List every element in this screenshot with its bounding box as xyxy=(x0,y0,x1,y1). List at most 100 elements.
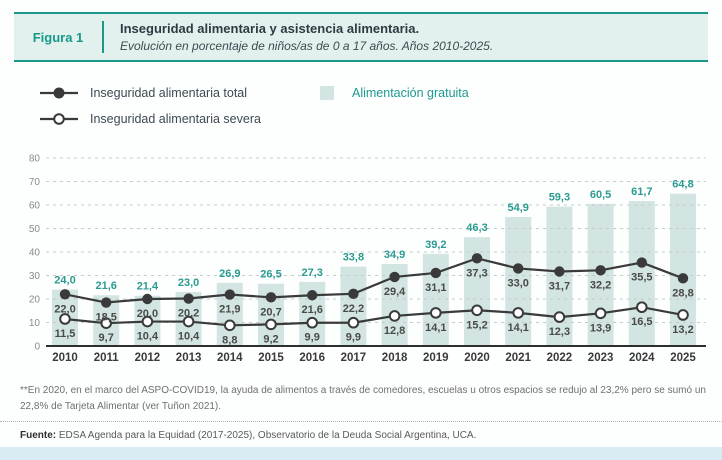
y-tick-label: 10 xyxy=(29,318,41,329)
line-value-label: 20,0 xyxy=(137,308,158,320)
legend-label-severe: Inseguridad alimentaria severa xyxy=(90,112,261,126)
bar-value-label: 26,5 xyxy=(260,269,281,281)
bar-value-label: 60,5 xyxy=(590,189,611,201)
line-value-label: 18,5 xyxy=(95,312,116,324)
legend-item-bars: Alimentación gratuita xyxy=(320,80,469,106)
line-value-label: 11,5 xyxy=(55,328,76,340)
figure-title: Inseguridad alimentaria y asistencia ali… xyxy=(120,21,420,36)
y-tick-label: 30 xyxy=(29,271,41,282)
bar-value-label: 39,2 xyxy=(425,239,446,251)
bar-value-label: 23,0 xyxy=(178,277,199,289)
line-total xyxy=(64,257,684,304)
figure-subtitle: Evolución en porcentaje de niños/as de 0… xyxy=(120,39,494,53)
line-value-label: 10,4 xyxy=(137,331,159,343)
marker-filled xyxy=(554,266,565,277)
marker-open xyxy=(471,304,483,317)
line-value-label: 9,2 xyxy=(263,333,278,345)
source-label: Fuente: xyxy=(20,430,57,441)
line-value-label: 12,3 xyxy=(549,326,570,338)
x-tick-label: 2015 xyxy=(258,352,284,364)
marker-open xyxy=(677,309,689,321)
line-value-label: 16,5 xyxy=(631,316,652,328)
y-tick-label: 20 xyxy=(29,295,41,306)
x-tick-label: 2023 xyxy=(588,352,614,364)
line-value-label: 35,5 xyxy=(631,272,652,284)
legend-item-total: Inseguridad alimentaria total xyxy=(40,80,261,106)
bar-value-label: 46,3 xyxy=(466,222,487,234)
y-tick-label: 50 xyxy=(29,224,41,235)
marker-open xyxy=(141,315,154,328)
line-value-label: 13,9 xyxy=(590,322,611,334)
marker-open xyxy=(594,307,607,320)
filled-circle-line-icon xyxy=(40,86,78,100)
x-tick-label: 2013 xyxy=(176,352,202,364)
line-value-label: 8,8 xyxy=(222,334,237,346)
marker-open xyxy=(182,315,195,328)
marker-filled xyxy=(183,293,194,304)
marker-filled xyxy=(595,265,606,276)
marker-filled xyxy=(142,293,153,305)
figure-header: Figura 1 Inseguridad alimentaria y asist… xyxy=(14,12,708,62)
legend-label-bars: Alimentación gratuita xyxy=(352,86,469,100)
marker-filled xyxy=(513,263,524,274)
marker-open xyxy=(512,307,525,319)
bar-value-label: 64,8 xyxy=(672,179,693,191)
y-tick-label: 40 xyxy=(29,248,41,259)
marker-filled xyxy=(59,289,71,300)
chart: 0 10 20 30 40 50 60 70 80 2010 2011 2012 2013 2014 201… xyxy=(14,148,708,364)
marker-filled xyxy=(224,289,235,300)
marker-filled xyxy=(636,257,647,268)
bar-value-label: 27,3 xyxy=(301,267,322,279)
bar-value-label: 61,7 xyxy=(631,186,652,198)
marker-open xyxy=(347,316,360,329)
x-tick-label: 2011 xyxy=(94,352,120,364)
bar-2017 xyxy=(340,266,367,346)
x-tick-label: 2020 xyxy=(464,352,490,364)
line-value-label: 14,1 xyxy=(507,322,528,334)
chart-svg: 0 10 20 30 40 50 60 70 80 2010 2011 2012 2013 2014 201… xyxy=(29,154,706,364)
bar-swatch-icon xyxy=(320,86,334,100)
line-severa xyxy=(64,306,684,327)
marker-filled xyxy=(471,253,483,264)
line-value-label: 22,2 xyxy=(343,303,364,315)
line-value-label: 13,2 xyxy=(672,324,693,336)
line-value-label: 28,8 xyxy=(672,287,693,299)
x-tick-label: 2016 xyxy=(299,352,325,364)
y-tick-label: 70 xyxy=(29,177,41,188)
y-tick-label: 60 xyxy=(29,201,41,212)
marker-filled xyxy=(101,297,112,308)
line-value-label: 32,2 xyxy=(590,279,611,291)
header-divider xyxy=(102,21,104,53)
line-value-label: 9,9 xyxy=(305,332,320,344)
footnote: **En 2020, en el marco del ASPO-COVID19,… xyxy=(20,385,706,412)
legend-label-total: Inseguridad alimentaria total xyxy=(90,86,248,100)
line-value-label: 9,7 xyxy=(99,332,114,344)
marker-open xyxy=(306,316,319,329)
source-line: Fuente: EDSA Agenda para la Equidad (201… xyxy=(20,430,708,441)
x-tick-label: 2012 xyxy=(135,352,161,364)
line-value-label: 31,1 xyxy=(425,282,446,294)
bar-value-label: 34,9 xyxy=(384,249,405,261)
line-value-label: 37,3 xyxy=(466,267,487,279)
x-tick-label: 2010 xyxy=(52,352,78,364)
bar-value-label: 59,3 xyxy=(549,192,570,204)
x-tick-label: 2018 xyxy=(382,352,408,364)
line-value-label: 14,1 xyxy=(425,322,446,334)
open-circle-line-icon xyxy=(40,112,78,126)
figure-titles: Inseguridad alimentaria y asistencia ali… xyxy=(104,14,708,60)
line-value-label: 9,9 xyxy=(346,332,361,344)
x-tick-label: 2025 xyxy=(670,352,696,364)
line-value-label: 15,2 xyxy=(466,319,487,331)
bar-value-label: 21,6 xyxy=(95,280,116,292)
line-value-label: 21,9 xyxy=(219,304,240,316)
marker-filled xyxy=(389,271,400,283)
legend-lines: Inseguridad alimentaria total Insegurida… xyxy=(40,80,261,132)
bar-value-label: 24,0 xyxy=(54,275,75,287)
marker-open xyxy=(636,301,648,314)
bar-2024 xyxy=(628,201,655,346)
line-value-label: 29,4 xyxy=(384,286,406,298)
marker-filled xyxy=(677,273,689,284)
line-value-label: 10,4 xyxy=(178,331,200,343)
x-tick-label: 2019 xyxy=(423,352,449,364)
